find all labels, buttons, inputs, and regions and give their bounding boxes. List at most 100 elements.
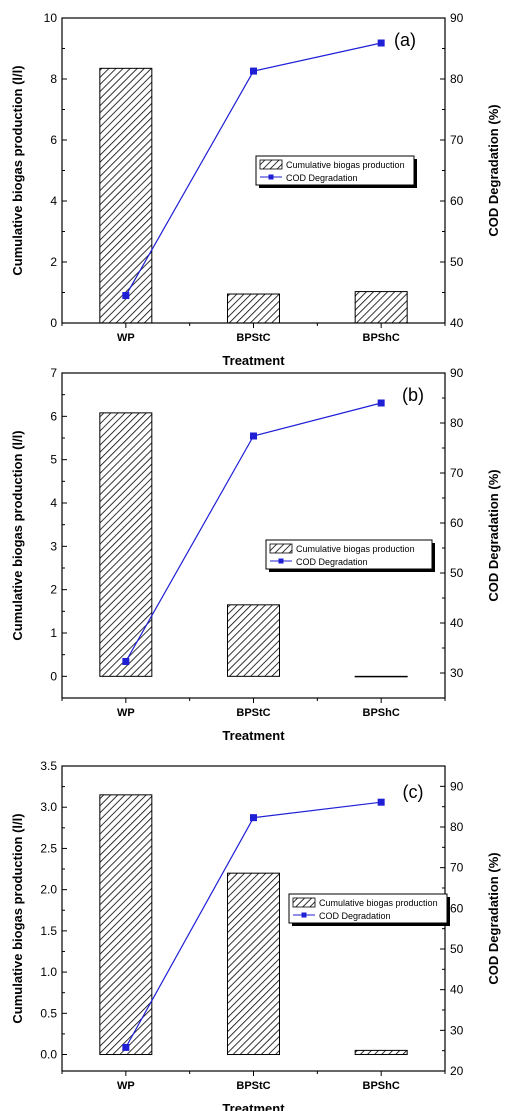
y-tick-label: 0.5	[40, 1006, 57, 1020]
y2-tick-label: 30	[450, 666, 464, 680]
legend-line-label: COD Degradation	[319, 911, 391, 921]
panel-label: (c)	[403, 782, 424, 802]
bar	[99, 794, 153, 1056]
x-axis-label: Treatment	[222, 353, 285, 368]
y2-tick-label: 80	[450, 820, 464, 834]
y2-tick-label: 40	[450, 616, 464, 630]
y-tick-label: 6	[50, 133, 57, 147]
y2-tick-label: 60	[450, 516, 464, 530]
y-tick-label: 5	[50, 453, 57, 467]
y-tick-label: 4	[50, 194, 57, 208]
y2-tick-label: 70	[450, 466, 464, 480]
bar	[227, 293, 280, 324]
y-axis-label: Cumulative biogas production (l/l)	[10, 430, 25, 640]
y2-tick-label: 60	[450, 901, 464, 915]
y-tick-label: 2	[50, 255, 57, 269]
bar	[99, 412, 153, 677]
y-axis-label: Cumulative biogas production (l/l)	[10, 813, 25, 1023]
y2-axis-label: COD Degradation (%)	[486, 469, 501, 601]
y-tick-label: 2.0	[40, 883, 57, 897]
x-tick-label: BPStC	[236, 707, 270, 719]
bar	[227, 604, 280, 677]
x-tick-label: WP	[117, 332, 135, 344]
y-tick-label: 1.0	[40, 965, 57, 979]
x-tick-label: BPStC	[236, 332, 270, 344]
y-tick-label: 8	[50, 72, 57, 86]
legend-line-marker	[278, 558, 284, 564]
y-tick-label: 0.0	[40, 1048, 57, 1062]
y2-tick-label: 50	[450, 942, 464, 956]
legend-bar-label: Cumulative biogas production	[286, 160, 405, 170]
legend-line-marker	[301, 912, 307, 918]
legend-bar-swatch	[292, 897, 316, 908]
legend: Cumulative biogas production COD Degradat…	[265, 539, 435, 572]
cod-degradation-marker	[377, 399, 385, 407]
y2-tick-label: 80	[450, 72, 464, 86]
cod-degradation-marker	[250, 814, 257, 822]
legend: Cumulative biogas production COD Degradat…	[288, 893, 450, 926]
y2-tick-label: 40	[450, 316, 464, 330]
x-tick-label: BPShC	[363, 332, 400, 344]
y-tick-label: 3.0	[40, 800, 57, 814]
panel-label: (a)	[394, 30, 416, 50]
y-tick-label: 3	[50, 539, 57, 553]
cod-degradation-marker	[122, 292, 130, 300]
cod-degradation-marker	[250, 67, 257, 75]
y2-tick-label: 90	[450, 366, 464, 380]
bar	[99, 67, 153, 324]
x-tick-label: BPStC	[236, 1080, 270, 1092]
legend-box	[265, 539, 433, 570]
chart-panel: 0 2 4 6 8 10 40 50 60 70 80 90 WP BPStC BPShC Treatment…	[10, 11, 501, 368]
bar	[354, 675, 408, 678]
y2-tick-label: 60	[450, 194, 464, 208]
panel-label: (b)	[402, 385, 424, 405]
bar	[354, 1049, 408, 1056]
y2-axis-label: COD Degradation (%)	[486, 852, 501, 984]
y2-tick-label: 70	[450, 861, 464, 875]
cod-degradation-marker	[377, 798, 385, 806]
chart-panel: 0 1 2 3 4 5 6 7 30 40 50 60 70 80 90 WP BPStC BPShC Treatm…	[10, 366, 501, 743]
y-tick-label: 10	[44, 11, 58, 25]
y-tick-label: 7	[50, 366, 57, 380]
y2-axis-label: COD Degradation (%)	[486, 104, 501, 236]
y2-tick-label: 70	[450, 133, 464, 147]
y-tick-label: 0	[50, 669, 57, 683]
x-tick-label: BPShC	[363, 1080, 400, 1092]
y-axis-label: Cumulative biogas production (l/l)	[10, 65, 25, 275]
x-axis-label: Treatment	[222, 728, 285, 743]
legend-line-label: COD Degradation	[296, 557, 368, 567]
y2-tick-label: 90	[450, 779, 464, 793]
y2-tick-label: 90	[450, 11, 464, 25]
legend-bar-label: Cumulative biogas production	[296, 544, 415, 554]
cod-degradation-marker	[122, 1043, 130, 1051]
y2-tick-label: 50	[450, 255, 464, 269]
x-tick-label: WP	[117, 707, 135, 719]
x-tick-label: WP	[117, 1080, 135, 1092]
y2-tick-label: 30	[450, 1023, 464, 1037]
bar	[354, 291, 408, 324]
x-axis-label: Treatment	[222, 1101, 285, 1111]
legend-line-marker	[268, 174, 274, 180]
y-tick-label: 4	[50, 496, 57, 510]
legend-bar-swatch	[269, 543, 293, 554]
y-tick-label: 2	[50, 583, 57, 597]
cod-degradation-marker	[250, 432, 257, 440]
cod-degradation-marker	[122, 658, 130, 665]
y2-tick-label: 40	[450, 983, 464, 997]
x-tick-label: BPShC	[363, 707, 400, 719]
legend-bar-swatch	[259, 159, 283, 170]
y2-tick-label: 80	[450, 416, 464, 430]
legend-bar-label: Cumulative biogas production	[319, 898, 438, 908]
y2-tick-label: 20	[450, 1064, 464, 1078]
y-tick-label: 1.5	[40, 924, 57, 938]
y2-tick-label: 50	[450, 566, 464, 580]
legend: Cumulative biogas production COD Degradat…	[255, 155, 417, 188]
chart-panel: 0.0 0.5 1.0 1.5 2.0 2.5 3.0 3.5 20 30 40 50 60 70 80 90…	[10, 759, 501, 1111]
bar	[227, 872, 280, 1056]
cod-degradation-marker	[377, 39, 385, 47]
y-tick-label: 3.5	[40, 759, 57, 773]
legend-line-label: COD Degradation	[286, 173, 358, 183]
y-tick-label: 6	[50, 409, 57, 423]
y-tick-label: 1	[50, 626, 57, 640]
